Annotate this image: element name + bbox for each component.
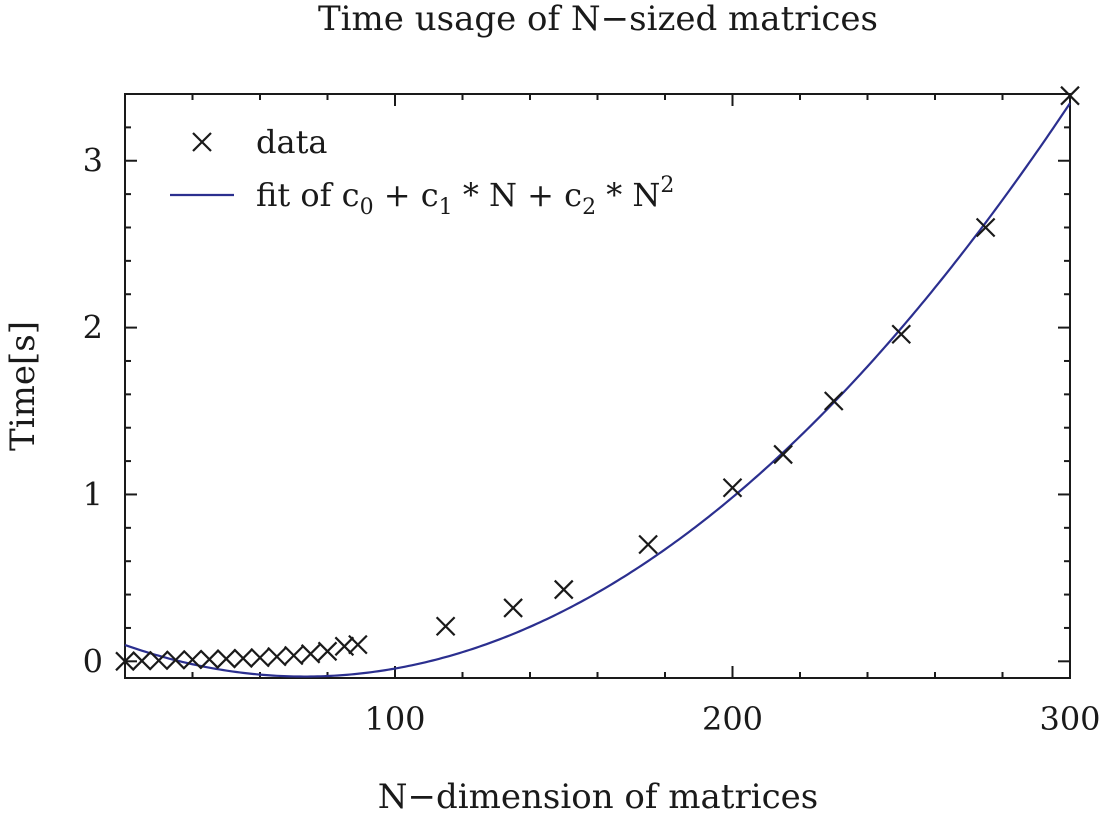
fit-line (124, 102, 1071, 678)
data-point (132, 651, 152, 671)
data-point (199, 649, 220, 670)
data-point (1060, 85, 1080, 106)
axis-ticks (124, 93, 1071, 678)
data-point (283, 645, 304, 666)
y-tick-label: 3 (83, 142, 103, 180)
data-point (182, 649, 203, 670)
data-point (553, 579, 574, 600)
tick-labels: 100 200 300 0 1 2 3 (83, 142, 1101, 738)
x-axis-label: N−dimension of matrices (378, 777, 818, 816)
y-tick-label: 0 (83, 642, 103, 680)
data-point (975, 217, 996, 238)
data-point (503, 598, 523, 618)
y-tick-label: 1 (83, 475, 103, 513)
legend-label-fit: fit of c0 + c1 * N + c2 * N2 (256, 173, 674, 220)
data-point (722, 478, 743, 498)
legend-marker-data (192, 132, 212, 152)
data-point (216, 649, 237, 669)
data-point (638, 534, 658, 555)
data-point (823, 391, 844, 411)
data-point (435, 616, 456, 637)
x-tick-label: 300 (1039, 700, 1100, 738)
legend-label-data: data (256, 123, 328, 161)
data-point (165, 650, 186, 670)
legend: data fit of c0 + c1 * N + c2 * N2 (170, 123, 674, 220)
data-point (348, 634, 368, 655)
data-point (300, 644, 321, 664)
x-tick-label: 200 (702, 700, 763, 738)
y-axis-label: Time[s] (3, 321, 43, 451)
series-layer (115, 85, 1080, 678)
x-tick-label: 100 (364, 700, 425, 738)
data-point (233, 648, 253, 669)
chart-title: Time usage of N−sized matrices (318, 0, 878, 39)
data-point (773, 444, 793, 465)
data-point (317, 641, 338, 662)
y-tick-label: 2 (83, 309, 103, 347)
data-point (115, 651, 135, 672)
data-point (148, 650, 169, 671)
data-point (250, 647, 270, 668)
data-point (891, 324, 912, 345)
data-point (267, 646, 287, 667)
